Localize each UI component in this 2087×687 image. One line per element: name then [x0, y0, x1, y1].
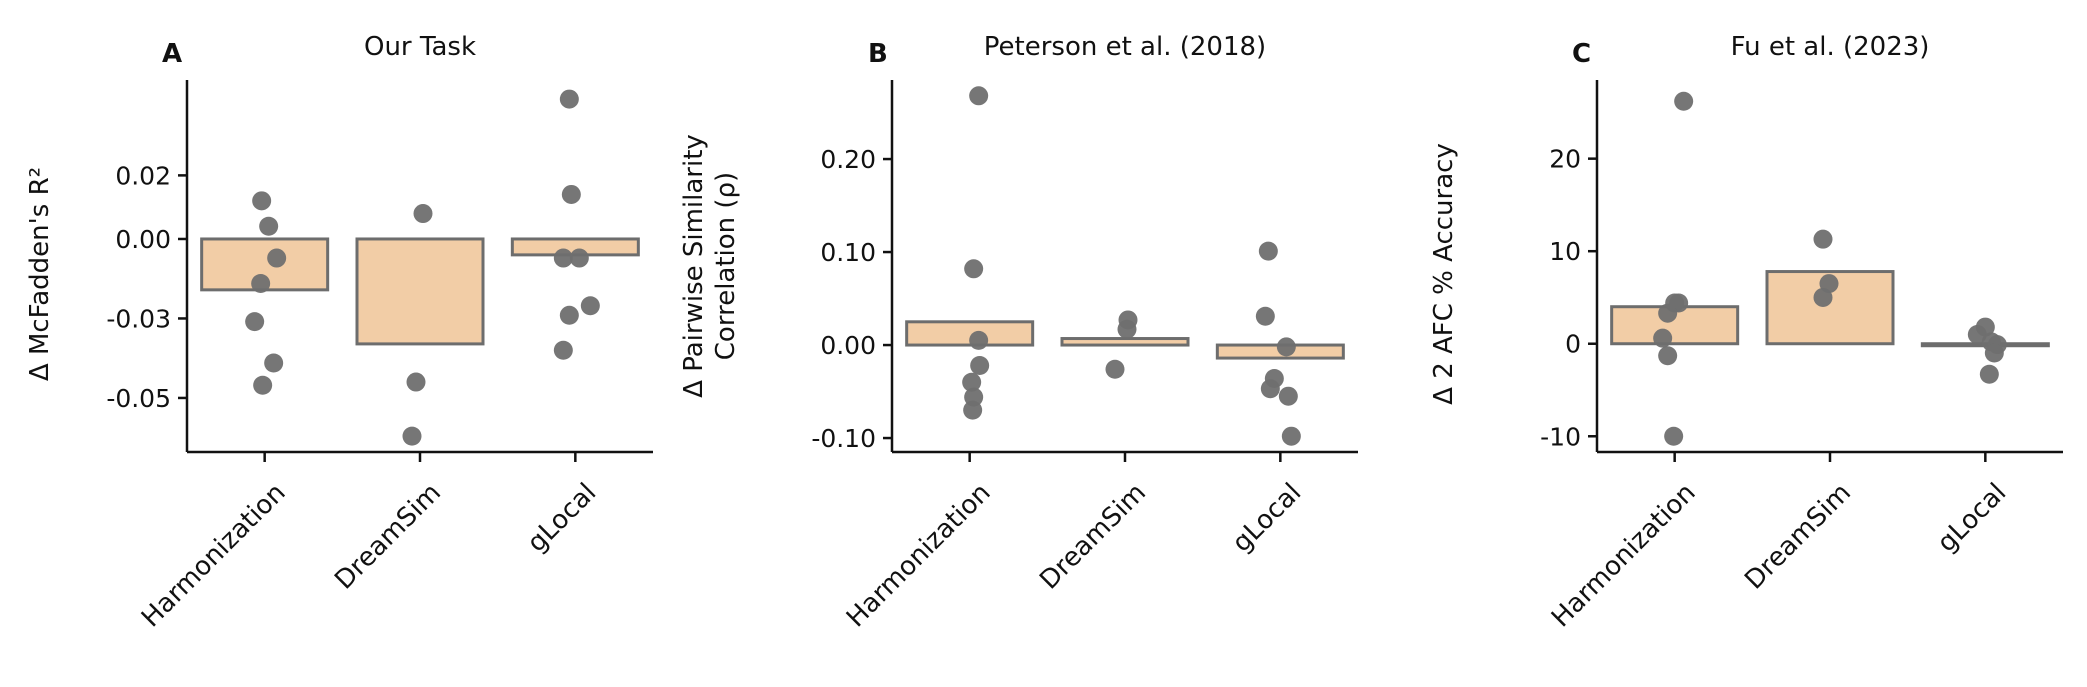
y-axis-label-line: Δ Pairwise Similarity: [679, 134, 709, 398]
panel-title: Our Task: [364, 32, 476, 62]
x-tick-label: gLocal: [522, 478, 603, 559]
x-tick-label: Harmonization: [136, 478, 292, 634]
y-tick-label: -0.03: [106, 304, 171, 333]
data-point: [264, 353, 284, 373]
data-point: [252, 191, 272, 211]
data-point: [969, 330, 989, 350]
x-tick-label: DreamSim: [1739, 478, 1857, 596]
data-point: [559, 89, 579, 109]
data-point: [559, 305, 579, 325]
data-point: [1260, 379, 1280, 399]
data-point: [969, 86, 989, 106]
y-axis-label: Δ McFadden's R²: [25, 167, 55, 381]
x-tick-label: DreamSim: [1034, 478, 1152, 596]
data-point: [1658, 346, 1678, 366]
x-tick-label: gLocal: [1227, 478, 1308, 559]
data-point: [1117, 319, 1137, 339]
y-tick-label: 0.02: [115, 161, 171, 190]
data-point: [1281, 426, 1301, 446]
data-point: [1967, 324, 1987, 344]
panel-title: Fu et al. (2023): [1731, 32, 1930, 62]
data-point: [1674, 91, 1694, 111]
data-point: [1658, 303, 1678, 323]
data-point: [1813, 287, 1833, 307]
x-tick-label: gLocal: [1932, 478, 2013, 559]
data-point: [1278, 386, 1298, 406]
panel-letter: B: [868, 39, 888, 69]
y-tick-label: 0: [1565, 330, 1581, 359]
data-point: [259, 216, 279, 236]
y-axis-label-line: Correlation (ρ): [711, 172, 741, 360]
data-point: [267, 248, 287, 268]
panel-letter: A: [162, 39, 182, 69]
x-tick-label: Harmonization: [1546, 478, 1702, 634]
data-point: [970, 356, 990, 376]
x-tick-label: Harmonization: [841, 478, 997, 634]
data-point: [1258, 241, 1278, 261]
data-point: [561, 184, 581, 204]
y-tick-label: -0.05: [106, 384, 171, 413]
y-tick-label: 0.10: [820, 238, 876, 267]
data-point: [1255, 306, 1275, 326]
x-tick-label: DreamSim: [329, 478, 447, 596]
y-tick-label: 10: [1549, 237, 1581, 266]
data-point: [406, 372, 426, 392]
data-point: [245, 312, 265, 332]
data-point: [413, 204, 433, 224]
data-point: [962, 372, 982, 392]
data-point: [1979, 364, 1999, 384]
data-point: [402, 426, 422, 446]
panel-letter: C: [1572, 39, 1591, 69]
y-axis-label: Δ Pairwise SimilarityCorrelation (ρ): [679, 134, 741, 398]
panel-a: A Our Task 0.02 0.00 -0.03 -0.05 Harmonization…: [25, 32, 653, 633]
data-point: [553, 248, 573, 268]
y-tick-label: 20: [1549, 145, 1581, 174]
data-point: [553, 340, 573, 360]
y-tick-label: 0.20: [820, 145, 876, 174]
data-point: [963, 400, 983, 420]
data-point: [1984, 343, 2004, 363]
data-point: [253, 375, 273, 395]
data-point: [1105, 359, 1125, 379]
bar: [905, 320, 1035, 347]
data-point: [1664, 426, 1684, 446]
panel-c: C Fu et al. (2023) 20 10 0 -10 Harmonization Dr…: [1429, 32, 2063, 633]
bar: [355, 237, 485, 346]
data-point: [580, 296, 600, 316]
y-tick-label: -0.10: [811, 424, 876, 453]
y-tick-label: 0.00: [820, 331, 876, 360]
data-point: [1276, 337, 1296, 357]
data-point: [569, 248, 589, 268]
y-axis-label: Δ 2 AFC % Accuracy: [1429, 143, 1459, 405]
data-point: [1813, 229, 1833, 249]
data-point: [251, 273, 271, 293]
data-point: [1653, 328, 1673, 348]
panel-b: B Peterson et al. (2018) 0.20 0.10 0.00 -0.10…: [679, 32, 1358, 633]
bar: [1060, 337, 1190, 347]
y-tick-label: 0.00: [115, 225, 171, 254]
y-tick-label: -10: [1540, 422, 1581, 451]
data-point: [964, 259, 984, 279]
panel-title: Peterson et al. (2018): [984, 32, 1266, 62]
